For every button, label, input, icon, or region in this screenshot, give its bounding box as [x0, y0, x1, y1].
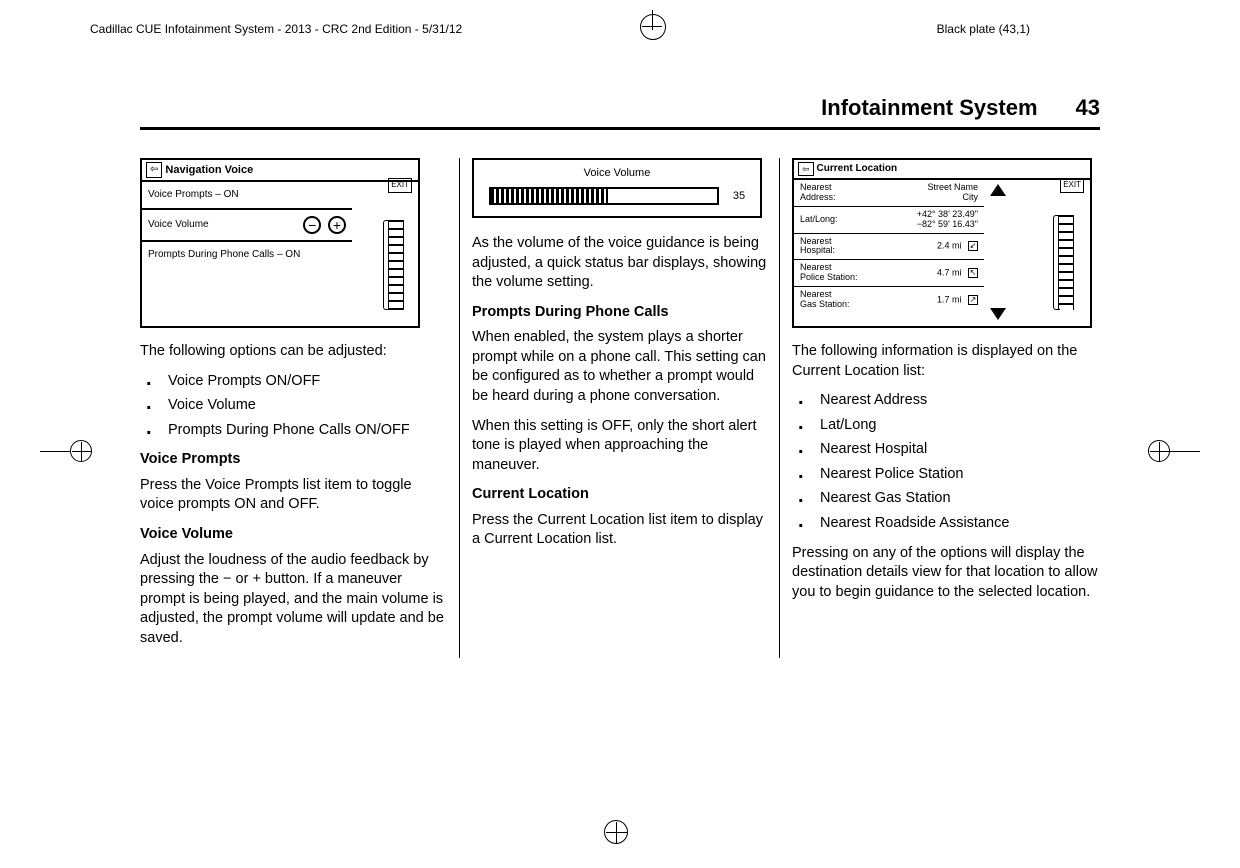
exit-button[interactable]: EXIT — [388, 178, 412, 193]
col3-p1: The following information is displayed o… — [792, 342, 1100, 381]
col2-p3: When this setting is OFF, only the short… — [472, 417, 767, 476]
row-label: NearestAddress: — [800, 183, 836, 203]
bullet-item: Voice Volume — [140, 396, 447, 416]
col2-h2: Current Location — [472, 485, 767, 505]
exit-button[interactable]: EXIT — [1060, 178, 1084, 193]
col2-p1: As the volume of the voice guidance is b… — [472, 234, 767, 293]
column-2: Voice Volume 35 As the volume of the voi… — [460, 158, 780, 658]
scroll-arrows — [988, 182, 1008, 322]
fig1-row2-text: Voice Volume — [148, 218, 209, 232]
col3-bullets: Nearest Address Lat/Long Nearest Hospita… — [792, 391, 1100, 533]
fig1-row1-text: Voice Prompts – ON — [148, 188, 239, 202]
doc-info: Cadillac CUE Infotainment System - 2013 … — [90, 22, 462, 36]
direction-icon: ↖ — [968, 268, 978, 278]
row-label: NearestGas Station: — [800, 290, 850, 310]
col1-intro: The following options can be adjusted: — [140, 342, 447, 362]
spiral-binding-icon — [1058, 215, 1074, 310]
back-icon[interactable]: ⇦ — [146, 162, 162, 178]
fig1-row1[interactable]: Voice Prompts – ON — [142, 182, 352, 210]
col2-p4: Press the Current Location list item to … — [472, 511, 767, 550]
fig3-title: Current Location — [817, 162, 898, 176]
page-number: 43 — [1076, 95, 1100, 121]
row-value: +42° 38' 23.49"−82° 59' 16.43" — [917, 210, 978, 230]
row-label: NearestPolice Station: — [800, 263, 858, 283]
plate-info: Black plate (43,1) — [937, 22, 1030, 36]
direction-icon: ↙ — [968, 241, 978, 251]
col1-p3: Adjust the loudness of the audio feedbac… — [140, 551, 447, 649]
page-title: Infotainment System — [821, 95, 1037, 121]
figure-current-location: ⇦ Current Location EXIT NearestAddress: … — [792, 158, 1092, 328]
bullet-item: Lat/Long — [792, 416, 1100, 436]
figure-navigation-voice: ⇦ Navigation Voice EXIT Voice Prompts – … — [140, 158, 420, 328]
fig1-title: Navigation Voice — [165, 163, 253, 178]
fig3-row[interactable]: NearestHospital: 2.4 mi ↙ — [794, 234, 984, 261]
figure-voice-volume: Voice Volume 35 — [472, 158, 762, 218]
columns: ⇦ Navigation Voice EXIT Voice Prompts – … — [140, 158, 1100, 658]
arrow-down-icon[interactable] — [990, 308, 1006, 320]
col2-p2: When enabled, the system plays a shorter… — [472, 328, 767, 406]
column-3: ⇦ Current Location EXIT NearestAddress: … — [780, 158, 1100, 658]
fig1-row3-text: Prompts During Phone Calls – ON — [148, 248, 300, 262]
minus-button[interactable]: − — [303, 216, 321, 234]
bullet-item: Nearest Police Station — [792, 465, 1100, 485]
row-value: 2.4 mi ↙ — [937, 241, 978, 251]
row-value: 1.7 mi ↗ — [937, 295, 978, 305]
crop-mark-left — [40, 440, 92, 462]
fig1-row3[interactable]: Prompts During Phone Calls – ON — [142, 242, 352, 268]
col1-p2: Press the Voice Prompts list item to tog… — [140, 476, 447, 515]
bullet-item: Prompts During Phone Calls ON/OFF — [140, 421, 447, 441]
volume-bar — [489, 187, 719, 205]
bullet-item: Nearest Roadside Assistance — [792, 514, 1100, 534]
bullet-item: Nearest Gas Station — [792, 489, 1100, 509]
column-1: ⇦ Navigation Voice EXIT Voice Prompts – … — [140, 158, 460, 658]
bullet-item: Nearest Hospital — [792, 440, 1100, 460]
fig3-row[interactable]: Lat/Long: +42° 38' 23.49"−82° 59' 16.43" — [794, 207, 984, 234]
col1-bullets: Voice Prompts ON/OFF Voice Volume Prompt… — [140, 372, 447, 441]
col1-h1: Voice Prompts — [140, 450, 447, 470]
col3-p2: Pressing on any of the options will disp… — [792, 544, 1100, 603]
fig3-row[interactable]: NearestPolice Station: 4.7 mi ↖ — [794, 260, 984, 287]
spiral-binding-icon — [388, 220, 404, 310]
row-value: Street NameCity — [927, 183, 978, 203]
direction-icon: ↗ — [968, 295, 978, 305]
bullet-item: Voice Prompts ON/OFF — [140, 372, 447, 392]
plus-button[interactable]: + — [328, 216, 346, 234]
fig3-titlebar: ⇦ Current Location — [794, 160, 1090, 180]
volume-bar-fill — [491, 189, 609, 203]
volume-value: 35 — [733, 189, 745, 204]
row-label: NearestHospital: — [800, 237, 835, 257]
crop-mark-bottom — [604, 820, 628, 844]
col2-h1: Prompts During Phone Calls — [472, 303, 767, 323]
crop-mark-right — [1148, 440, 1200, 462]
back-icon[interactable]: ⇦ — [798, 162, 814, 176]
row-value: 4.7 mi ↖ — [937, 268, 978, 278]
page-content: Infotainment System 43 ⇦ Navigation Voic… — [140, 95, 1100, 658]
arrow-up-icon[interactable] — [990, 184, 1006, 196]
fig3-row[interactable]: NearestGas Station: 1.7 mi ↗ — [794, 287, 984, 313]
fig1-titlebar: ⇦ Navigation Voice — [142, 160, 418, 182]
fig2-label: Voice Volume — [480, 166, 754, 181]
bullet-item: Nearest Address — [792, 391, 1100, 411]
fig3-row[interactable]: NearestAddress: Street NameCity — [794, 180, 984, 207]
fig1-row2: Voice Volume − + — [142, 210, 352, 243]
page-header-row: Infotainment System 43 — [140, 95, 1100, 130]
row-label: Lat/Long: — [800, 215, 838, 225]
col1-h2: Voice Volume — [140, 525, 447, 545]
fig3-list: NearestAddress: Street NameCity Lat/Long… — [794, 180, 984, 313]
